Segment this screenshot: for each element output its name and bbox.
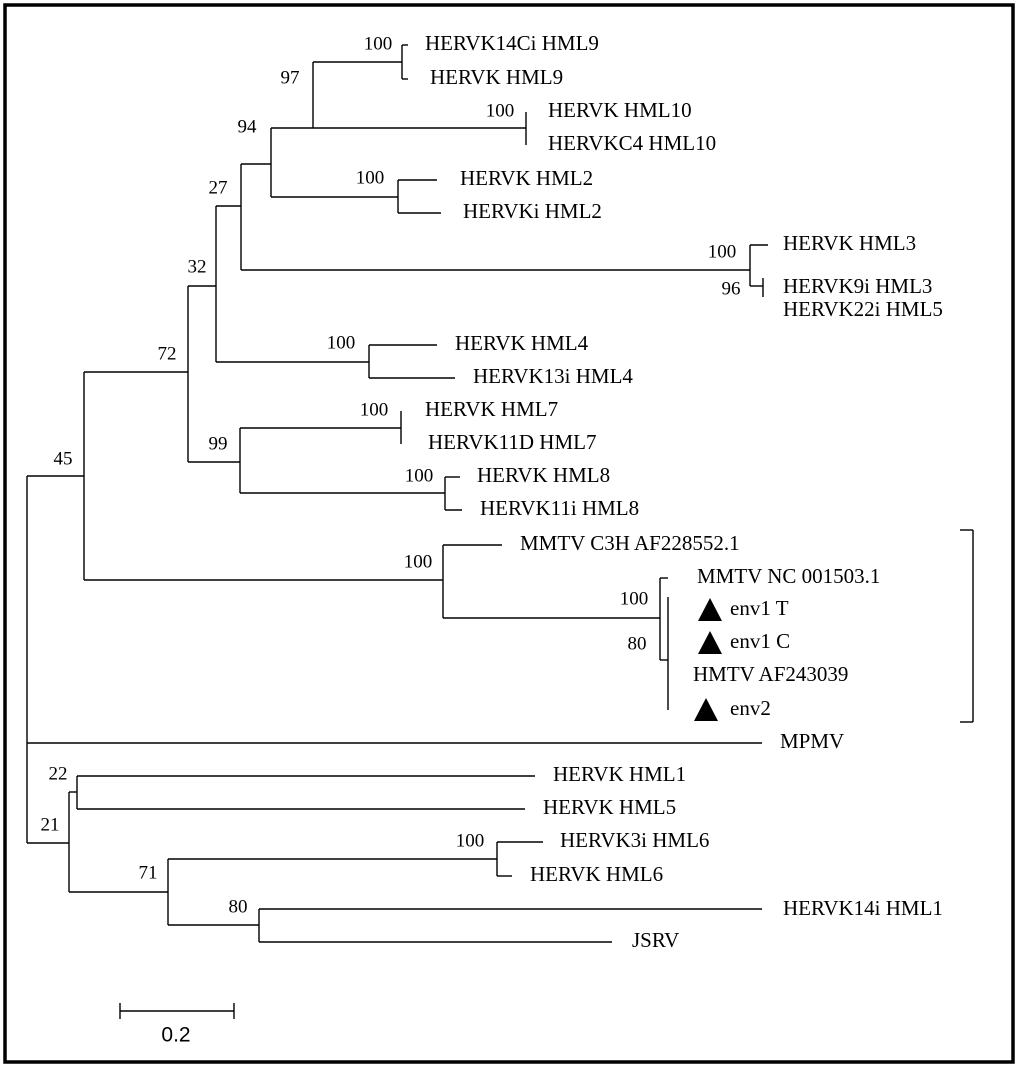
- marker-triangle: [698, 598, 722, 621]
- leaf-label: HERVK9i HML3: [783, 274, 932, 298]
- support-value: 100: [364, 33, 393, 54]
- support-value: 100: [405, 465, 434, 486]
- leaf-label: HERVK HML5: [543, 795, 676, 819]
- leaf-label: HERVK HML8: [477, 463, 610, 487]
- leaf-label: HMTV AF243039: [693, 662, 848, 686]
- support-value: 99: [209, 433, 228, 454]
- support-value: 80: [229, 896, 248, 917]
- support-value: 100: [456, 830, 485, 851]
- leaf-label: HERVK HML3: [783, 231, 916, 255]
- leaf-label: HERVK11i HML8: [480, 496, 639, 520]
- support-value: 72: [158, 343, 177, 364]
- support-value: 100: [620, 588, 649, 609]
- leaf-label: JSRV: [632, 928, 679, 952]
- leaf-label: HERVK14Ci HML9: [425, 31, 599, 55]
- support-value: 94: [238, 116, 258, 137]
- leaf-label: HERVK HML9: [430, 65, 563, 89]
- leaf-label: HERVK HML2: [460, 166, 593, 190]
- support-value: 32: [188, 256, 207, 277]
- leaf-label: HERVK HML4: [455, 331, 589, 355]
- leaf-label: HERVK14i HML1: [783, 896, 943, 920]
- leaf-label: HERVK11D HML7: [428, 430, 596, 454]
- leaf-label: HERVK22i HML5: [783, 297, 943, 321]
- scale-label: 0.2: [161, 1024, 190, 1047]
- support-value: 97: [281, 67, 300, 88]
- leaf-label: HERVK HML1: [553, 762, 686, 786]
- marker-triangle: [694, 698, 718, 721]
- leaf-label: HERVK HML6: [530, 862, 663, 886]
- leaf-label: MMTV C3H AF228552.1: [520, 531, 740, 555]
- leaf-label: HERVK13i HML4: [473, 364, 633, 388]
- leaf-label: env2: [730, 696, 771, 720]
- leaf-label: HERVKi HML2: [463, 199, 602, 223]
- support-value: 100: [360, 399, 389, 420]
- branches: [26, 44, 768, 943]
- support-value: 100: [356, 167, 385, 188]
- support-value: 21: [41, 814, 60, 835]
- support-value: 96: [722, 278, 741, 299]
- frame: [3, 3, 1015, 1064]
- support-value: 100: [327, 332, 356, 353]
- leaf-label: env1 T: [730, 596, 789, 620]
- support-value: 22: [49, 763, 68, 784]
- support-value: 100: [486, 100, 515, 121]
- leaf-label: HERVK3i HML6: [560, 828, 709, 852]
- support-value: 100: [708, 241, 737, 262]
- support-value: 27: [209, 177, 228, 198]
- leaf-label: HERVKC4 HML10: [548, 131, 716, 155]
- marker-triangle: [698, 631, 722, 654]
- leaf-label: MPMV: [780, 729, 844, 753]
- support-value: 100: [404, 551, 433, 572]
- support-value: 45: [54, 448, 73, 469]
- leaf-label: MMTV NC 001503.1: [697, 564, 880, 588]
- leaf-label: HERVK HML10: [548, 98, 692, 122]
- support-value: 80: [628, 633, 647, 654]
- leaf-label: HERVK HML7: [425, 397, 558, 421]
- leaf-label: env1 C: [730, 629, 790, 653]
- support-value: 71: [139, 862, 158, 883]
